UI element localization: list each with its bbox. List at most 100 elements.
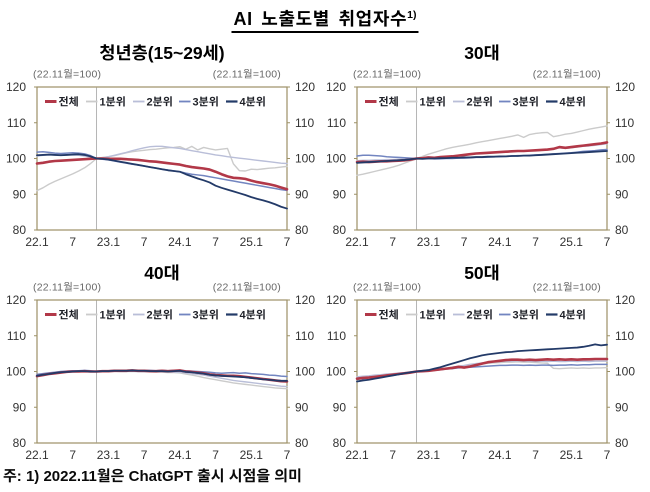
x-axis-label: 7 [389, 235, 396, 249]
page-title-text: AI 노출도별 취업자수 [233, 5, 408, 31]
x-axis-label: 7 [284, 235, 291, 249]
y-axis-label-left: 120 [6, 293, 26, 307]
x-axis-label: 7 [69, 448, 76, 462]
legend-label-1분위: 1분위 [420, 94, 446, 110]
x-axis-label: 7 [604, 235, 611, 249]
legend-label-1분위: 1분위 [100, 307, 126, 323]
x-axis-label: 7 [461, 235, 468, 249]
index-note-left: (22.11월=100) [353, 67, 421, 82]
panel-title-40s: 40대 [144, 260, 180, 285]
y-axis-label-right: 90 [295, 400, 309, 414]
y-axis-label-right: 100 [615, 365, 635, 379]
y-axis-label-right: 120 [295, 80, 315, 94]
index-note-right: (22.11월=100) [213, 67, 281, 82]
x-axis-label: 7 [69, 235, 76, 249]
y-axis-label-left: 110 [7, 329, 26, 343]
legend-label-1분위: 1분위 [100, 94, 126, 110]
legend-label-2분위: 2분위 [467, 307, 493, 323]
index-note-right: (22.11월=100) [533, 280, 601, 295]
legend-label-3분위: 3분위 [513, 94, 539, 110]
legend-label-4분위: 4분위 [560, 307, 586, 323]
x-axis-label: 23.1 [417, 448, 441, 462]
x-axis-label: 7 [604, 448, 611, 462]
chart-panel-30s: (22.11월=100) (22.11월=100) 120 120 110 110 100 1… [320, 36, 650, 252]
series-line-4분위 [356, 343, 608, 383]
legend-label-전체: 전체 [59, 307, 79, 323]
y-axis-label-right: 100 [615, 152, 635, 166]
legend-label-2분위: 2분위 [147, 94, 173, 110]
y-axis-label-right: 90 [615, 187, 629, 201]
y-axis-label-right: 120 [295, 293, 315, 307]
chart-svg: (22.11월=100) (22.11월=100) 120 120 110 110 100 1… [6, 280, 315, 463]
x-axis-label: 23.1 [417, 235, 441, 249]
legend-label-4분위: 4분위 [240, 307, 266, 323]
x-axis-label: 25.1 [240, 448, 264, 462]
series-line-전체 [35, 157, 289, 191]
chart-footnote: 주: 1) 2022.11월은 ChatGPT 출시 시점을 의미 [3, 465, 302, 486]
series-line-3분위 [36, 150, 288, 192]
x-axis-label: 23.1 [97, 448, 121, 462]
x-axis-label: 24.1 [488, 448, 512, 462]
y-axis-label-left: 90 [333, 400, 347, 414]
index-note-right: (22.11월=100) [213, 280, 281, 295]
series-line-4분위 [356, 150, 608, 164]
x-axis-label: 24.1 [168, 448, 192, 462]
chart-svg: (22.11월=100) (22.11월=100) 120 120 110 110 100 1… [326, 67, 635, 250]
panel-title-30s: 30대 [464, 40, 500, 65]
series-line-4분위 [36, 369, 288, 382]
legend-label-2분위: 2분위 [147, 307, 173, 323]
y-axis-label-left: 80 [13, 223, 27, 237]
y-axis-label-left: 90 [333, 187, 347, 201]
y-axis-label-left: 120 [326, 80, 346, 94]
y-axis-label-right: 80 [615, 223, 629, 237]
legend-label-4분위: 4분위 [560, 94, 586, 110]
y-axis-label-left: 110 [7, 116, 26, 130]
x-axis-label: 7 [212, 235, 219, 249]
page-title: AI 노출도별 취업자수1) [231, 5, 419, 33]
y-axis-label-right: 100 [295, 152, 315, 166]
x-axis-label: 24.1 [168, 235, 192, 249]
legend-label-3분위: 3분위 [513, 307, 539, 323]
panel-title-50s: 50대 [464, 260, 500, 285]
y-axis-label-right: 120 [615, 80, 635, 94]
x-axis-label: 7 [389, 448, 396, 462]
chart-svg: (22.11월=100) (22.11월=100) 120 120 110 110 100 1… [6, 67, 315, 250]
y-axis-label-right: 110 [615, 116, 634, 130]
y-axis-label-left: 80 [333, 436, 347, 450]
x-axis-label: 25.1 [560, 448, 584, 462]
index-note-left: (22.11월=100) [353, 280, 421, 295]
y-axis-label-left: 90 [13, 400, 27, 414]
y-axis-label-right: 80 [615, 436, 629, 450]
y-axis-label-left: 110 [327, 116, 346, 130]
y-axis-label-right: 110 [295, 116, 314, 130]
index-note-left: (22.11월=100) [33, 280, 101, 295]
series-line-4분위 [36, 153, 288, 210]
y-axis-label-right: 80 [295, 223, 309, 237]
y-axis-label-right: 100 [295, 365, 315, 379]
x-axis-label: 24.1 [488, 235, 512, 249]
y-axis-label-left: 110 [327, 329, 346, 343]
chart-panel-youth: (22.11월=100) (22.11월=100) 120 120 110 110 100 1… [0, 36, 330, 252]
legend-label-전체: 전체 [379, 94, 399, 110]
legend-label-1분위: 1분위 [420, 307, 446, 323]
x-axis-label: 22.1 [25, 235, 49, 249]
x-axis-label: 22.1 [25, 448, 49, 462]
legend-label-3분위: 3분위 [193, 94, 219, 110]
x-axis-label: 25.1 [240, 235, 264, 249]
y-axis-label-right: 110 [615, 329, 634, 343]
legend-label-3분위: 3분위 [193, 307, 219, 323]
y-axis-label-left: 100 [6, 152, 26, 166]
y-axis-label-right: 90 [295, 187, 309, 201]
y-axis-label-left: 100 [326, 152, 346, 166]
series-line-3분위 [356, 363, 608, 381]
legend-label-2분위: 2분위 [467, 94, 493, 110]
x-axis-label: 23.1 [97, 235, 121, 249]
legend-label-전체: 전체 [59, 94, 79, 110]
series-line-2분위 [36, 145, 288, 165]
x-axis-label: 7 [532, 448, 539, 462]
legend-label-4분위: 4분위 [240, 94, 266, 110]
x-axis-label: 7 [141, 448, 148, 462]
y-axis-label-right: 110 [295, 329, 314, 343]
y-axis-label-left: 120 [6, 80, 26, 94]
y-axis-label-right: 120 [615, 293, 635, 307]
